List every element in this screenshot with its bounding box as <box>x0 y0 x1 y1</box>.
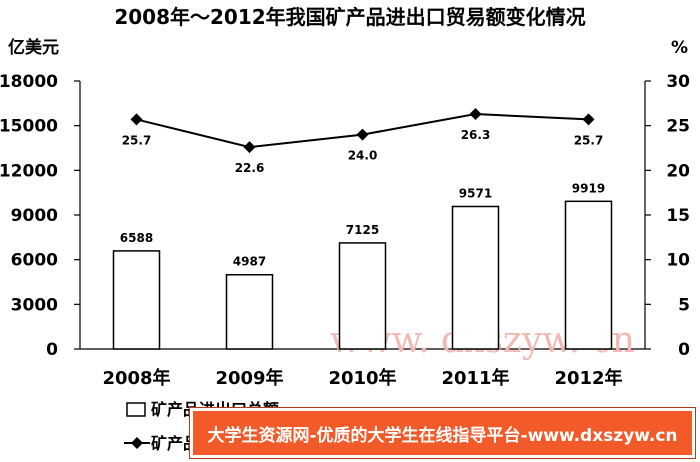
line-value-label: 26.3 <box>461 128 491 142</box>
right-tick-label: 0 <box>678 340 690 360</box>
bar <box>451 205 500 350</box>
left-tick-label: 3000 <box>11 295 58 315</box>
line-point-diamond <box>130 113 143 126</box>
line-point-diamond <box>582 113 595 126</box>
left-tick-label: 6000 <box>11 251 58 271</box>
right-tick-label: 30 <box>666 72 690 92</box>
line-point-diamond <box>243 141 256 154</box>
line-value-label: 24.0 <box>348 149 378 163</box>
right-tick-label: 20 <box>666 161 690 181</box>
left-axis-ticks: 0 3000 6000 9000 12000 15000 18000 <box>0 72 80 360</box>
left-tick-label: 0 <box>46 340 58 360</box>
left-tick-label: 18000 <box>0 72 58 92</box>
line-value-label: 25.7 <box>574 133 604 147</box>
x-tick-label: 2010年 <box>328 367 396 389</box>
right-tick-label: 5 <box>678 295 690 315</box>
right-tick-label: 10 <box>666 251 690 271</box>
bar-value-label: 6588 <box>120 231 153 245</box>
bar <box>564 200 613 350</box>
line-value-label: 25.7 <box>122 133 152 147</box>
bar-value-label: 9571 <box>459 186 492 200</box>
right-tick-label: 15 <box>666 206 690 226</box>
bar-series: 6588 4987 7125 9571 9919 <box>112 181 613 350</box>
left-tick-label: 12000 <box>0 161 58 181</box>
legend-diamond-icon <box>131 437 143 449</box>
legend-bar-swatch <box>126 402 146 417</box>
x-axis-labels: 2008年 2009年 2010年 2011年 2012年 <box>102 367 622 389</box>
chart-title: 2008年～2012年我国矿产品进出口贸易额变化情况 <box>114 5 585 29</box>
line-point-diamond <box>469 108 482 121</box>
bar <box>225 273 274 350</box>
x-tick-label: 2011年 <box>441 367 509 389</box>
right-tick-label: 25 <box>666 117 690 137</box>
x-tick-label: 2009年 <box>215 367 283 389</box>
site-banner[interactable]: 大学生资源网-优质的大学生在线指导平台-www.dxszyw.cn <box>190 408 695 458</box>
bar-value-label: 7125 <box>346 223 379 237</box>
line-value-label: 22.6 <box>235 161 265 175</box>
left-tick-label: 15000 <box>0 117 58 137</box>
bar <box>112 250 161 350</box>
left-tick-label: 9000 <box>11 206 58 226</box>
line-point-diamond <box>356 128 369 141</box>
bar-value-label: 4987 <box>233 255 266 269</box>
right-axis-unit: % <box>671 38 688 58</box>
right-axis-ticks: 0 5 10 15 20 25 30 <box>645 72 690 360</box>
bar-value-label: 9919 <box>572 181 605 195</box>
bar <box>338 242 387 350</box>
line-series: 25.7 22.6 24.0 26.3 25.7 <box>122 108 604 175</box>
left-axis-unit: 亿美元 <box>8 37 59 58</box>
x-tick-label: 2008年 <box>102 367 170 389</box>
x-tick-label: 2012年 <box>554 367 622 389</box>
